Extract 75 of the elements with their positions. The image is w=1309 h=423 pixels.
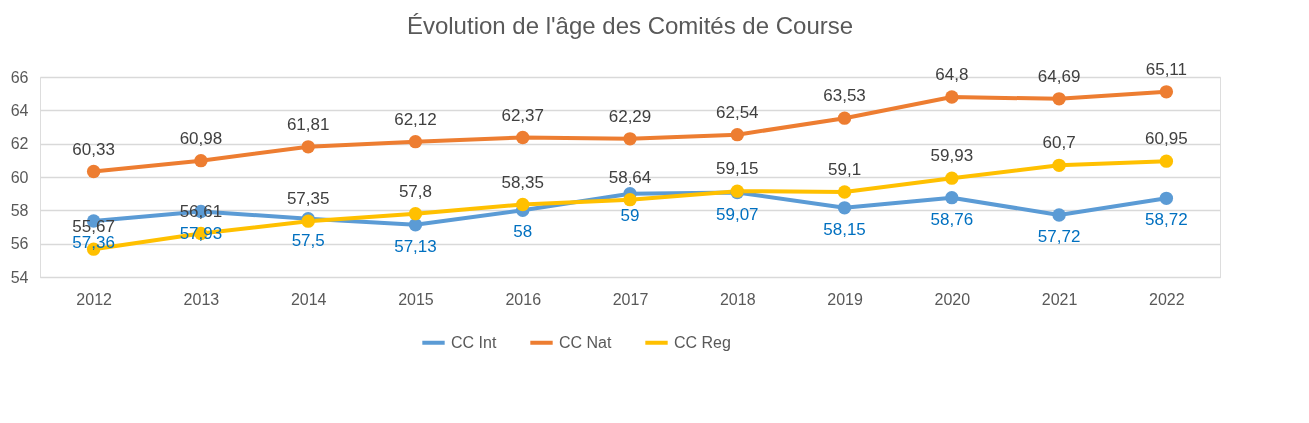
point <box>86 164 101 179</box>
point <box>516 197 530 212</box>
legend-label: CC Nat <box>559 333 613 351</box>
data-label: 59,15 <box>716 159 759 179</box>
data-label: 59,93 <box>930 146 974 166</box>
legend-label: CC Int <box>451 333 497 351</box>
x-tick-label: 2013 <box>183 290 220 308</box>
data-label: 57,8 <box>398 181 432 201</box>
data-label: 64,8 <box>935 65 969 84</box>
data-label: 59,1 <box>828 160 862 179</box>
data-label: 57,5 <box>291 230 325 250</box>
point <box>623 192 637 207</box>
y-tick-label: 62 <box>10 135 29 153</box>
data-label: 58,35 <box>501 172 544 192</box>
y-tick-label: 60 <box>10 168 29 186</box>
y-tick-label: 54 <box>10 268 29 286</box>
x-tick-label: 2015 <box>398 290 434 308</box>
point <box>945 171 959 185</box>
data-label: 60,7 <box>1042 133 1076 153</box>
x-tick-label: 2021 <box>1041 290 1078 308</box>
data-label: 58 <box>513 222 533 242</box>
y-tick-label: 58 <box>10 201 29 219</box>
data-label: 64,69 <box>1037 66 1081 86</box>
data-label: 62,12 <box>394 109 437 129</box>
data-label: 65,11 <box>1145 59 1187 79</box>
x-tick-label: 2014 <box>290 290 327 308</box>
point <box>837 185 852 199</box>
x-tick-label: 2016 <box>505 290 542 308</box>
data-label: 59,07 <box>716 204 759 224</box>
point <box>945 190 959 205</box>
data-label: 60,33 <box>72 139 115 159</box>
point <box>623 132 637 146</box>
x-tick-label: 2020 <box>934 290 971 308</box>
chart-title: Évolution de l'âge des Comités de Course <box>406 11 854 39</box>
data-label: 57,13 <box>394 236 437 256</box>
data-label: 60,95 <box>1145 129 1188 149</box>
y-tick-label: 56 <box>10 235 29 253</box>
data-label: 61,81 <box>286 114 330 134</box>
x-tick-label: 2018 <box>719 290 756 308</box>
data-label: 62,37 <box>501 105 544 125</box>
point <box>1052 158 1066 173</box>
point <box>194 153 208 168</box>
data-label: 57,35 <box>286 189 330 209</box>
x-tick-label: 2022 <box>1149 290 1185 308</box>
x-tick-label: 2019 <box>827 290 863 308</box>
legend-label: CC Reg <box>674 333 731 351</box>
point <box>837 201 852 215</box>
point <box>408 218 423 232</box>
data-label: 58,64 <box>608 167 652 187</box>
data-label: 55,67 <box>72 217 115 237</box>
point <box>1052 208 1066 222</box>
point <box>1052 92 1066 106</box>
point <box>516 130 530 145</box>
point <box>408 134 423 149</box>
point <box>1159 85 1174 99</box>
point <box>301 140 315 154</box>
data-label: 58,72 <box>1145 210 1188 230</box>
y-tick-label: 64 <box>10 101 29 119</box>
point <box>837 111 852 125</box>
data-label: 58,76 <box>930 209 974 229</box>
x-tick-label: 2017 <box>612 290 649 308</box>
point <box>945 90 959 104</box>
data-label: 59 <box>620 205 640 225</box>
data-label: 62,29 <box>608 106 652 126</box>
x-tick-label: 2012 <box>76 290 113 308</box>
point <box>730 127 744 142</box>
data-label: 57,72 <box>1037 227 1081 246</box>
data-label: 63,53 <box>823 86 866 106</box>
data-label: 58,15 <box>823 219 866 239</box>
y-tick-label: 66 <box>10 68 29 86</box>
point <box>408 206 423 221</box>
point <box>1159 191 1174 206</box>
point <box>1159 154 1174 168</box>
data-label: 60,98 <box>179 128 223 148</box>
data-label: 62,54 <box>716 102 759 122</box>
